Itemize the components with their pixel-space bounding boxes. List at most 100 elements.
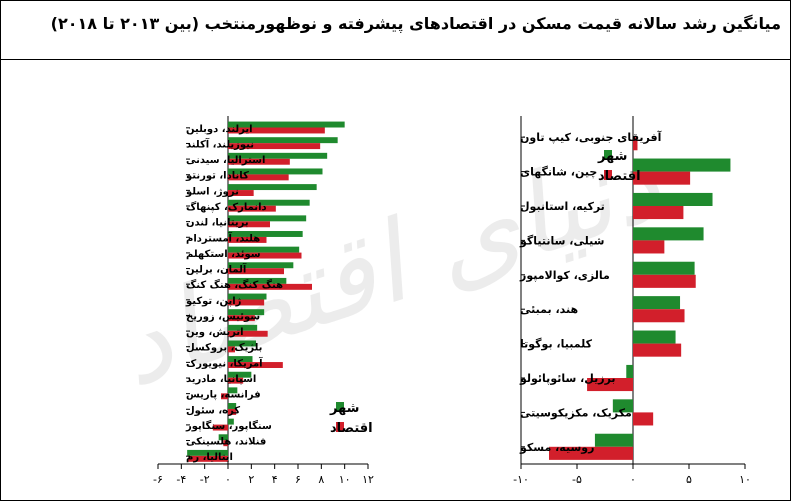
- bar-city: [633, 296, 681, 310]
- bar-economy: [228, 158, 290, 165]
- bar-economy: [228, 174, 289, 181]
- x-tick-label: ۲: [248, 473, 254, 486]
- bar-city: [228, 137, 338, 144]
- bar-city: [633, 192, 713, 206]
- category-label: هلند، آمستردام: [186, 231, 260, 244]
- bar-economy: [549, 446, 633, 460]
- category-label: سنگاپور، سنگاپور: [185, 419, 272, 432]
- category-label: اسپانیا، مادرید: [186, 374, 256, 385]
- bar-economy: [228, 346, 235, 353]
- bar-economy: [228, 283, 312, 290]
- bar-economy: [228, 205, 276, 212]
- bar-city: [633, 227, 704, 241]
- category-label: کلمبیا، بوگوتا: [520, 338, 593, 351]
- legend-swatch-economy: [604, 170, 612, 180]
- bar-economy: [228, 252, 302, 259]
- bar-city: [228, 199, 310, 206]
- category-label: برزیل، سائوپائولو: [519, 372, 616, 385]
- category-label: آمریکا، نیویورک: [186, 356, 263, 369]
- bar-city: [228, 356, 253, 363]
- category-label: بلژیک، بروکسل: [186, 343, 262, 354]
- bar-city: [228, 152, 328, 159]
- bar-economy: [228, 299, 265, 306]
- category-label: فرانسه، پاریس: [186, 390, 261, 401]
- category-label: ایتالیا، رم: [186, 452, 233, 463]
- x-tick-label: -۵: [572, 473, 582, 486]
- bar-city: [228, 387, 238, 394]
- category-label: نروژ، اسلو: [185, 186, 239, 197]
- category-label: سوئیس، زوریخ: [186, 311, 260, 322]
- bar-city: [187, 449, 228, 456]
- bar-economy: [633, 240, 665, 254]
- category-label: چین، شانگهای: [520, 166, 597, 179]
- legend-swatch-city: [604, 150, 612, 160]
- bar-economy: [633, 206, 684, 220]
- x-tick-label: ۶: [295, 473, 301, 486]
- bar-city: [228, 262, 294, 269]
- bar-city: [612, 399, 633, 413]
- bar-economy: [633, 171, 691, 185]
- bar-economy: [228, 330, 268, 337]
- bar-city: [633, 158, 731, 172]
- bar-city: [228, 168, 323, 175]
- legend-label-economy: اقتصاد: [330, 421, 373, 436]
- category-label: آلمان، برلین: [186, 263, 247, 276]
- category-label: مالزی، کوالامپور: [519, 269, 610, 282]
- category-label: فنلاند، هلسینکی: [186, 437, 266, 448]
- legend-swatch-economy: [336, 422, 344, 432]
- bar-economy: [228, 143, 321, 150]
- bar-economy: [228, 408, 237, 415]
- x-tick-label: ۵: [686, 473, 692, 486]
- x-tick-label: -۲: [200, 473, 210, 486]
- legend-swatch-city: [336, 402, 344, 412]
- left-chart-advanced-economies: -۶ -۴ -۲ ۰ ۲ ۴ ۶ ۸ ۱۰ ۱۲ ایرلند، دوبلین نیوزیلند، آ…: [153, 116, 374, 486]
- category-label: نیوزیلند، آکلند: [186, 137, 254, 150]
- bar-city: [228, 418, 234, 425]
- x-tick-label: ۰: [630, 473, 636, 486]
- category-label: سوئد، استکهلم: [186, 249, 261, 260]
- right-chart-emerging-economies: -۱۰ -۵ ۰ ۵ ۱۰ آفریقای جنوبی، کیپ تاون چین، شان…: [513, 116, 751, 486]
- legend-label-city: شهر: [329, 401, 359, 416]
- x-tick-label: ۴: [272, 473, 278, 486]
- bar-economy: [633, 309, 685, 323]
- category-label: آفریقای جنوبی، کیپ تاون: [520, 130, 662, 144]
- bar-city: [228, 340, 256, 347]
- bar-economy: [633, 343, 682, 357]
- category-label: کانادا، تورنتو: [185, 171, 249, 182]
- bar-city: [228, 309, 265, 316]
- bar-economy: [633, 137, 638, 151]
- bar-economy: [223, 440, 228, 447]
- category-label: اتریش، وین: [186, 327, 244, 338]
- bar-economy: [212, 424, 228, 431]
- bar-city: [228, 121, 345, 128]
- bar-city: [228, 277, 287, 284]
- bar-economy: [228, 190, 254, 196]
- bar-economy: [228, 236, 267, 243]
- category-label: ترکیه، استانبول: [520, 200, 605, 213]
- bar-economy: [633, 274, 696, 288]
- bar-city: [228, 293, 267, 300]
- category-label: ایرلند، دوبلین: [186, 124, 253, 135]
- bar-city: [218, 434, 228, 441]
- x-tick-label: -۱۰: [513, 473, 529, 486]
- category-label: دانمارک، کپنهاگ: [186, 200, 267, 213]
- x-tick-label: -۴: [176, 473, 186, 486]
- bar-economy: [228, 315, 255, 322]
- bar-city: [228, 371, 252, 378]
- category-label: هند، بمبئی: [520, 303, 578, 316]
- bar-economy: [228, 127, 325, 134]
- x-tick-label: ۱۰: [339, 473, 351, 486]
- bar-city: [228, 403, 237, 409]
- x-tick-label: ۱۲: [362, 473, 374, 486]
- x-tick-label: ۱۰: [739, 473, 751, 486]
- x-tick-label: ۰: [225, 473, 231, 486]
- bar-economy: [633, 412, 654, 426]
- bar-economy: [228, 268, 284, 275]
- bar-city: [626, 364, 633, 378]
- category-label: روسیه، مسکو: [519, 441, 594, 454]
- bar-city: [228, 231, 303, 237]
- bar-city: [633, 330, 676, 344]
- bar-economy: [587, 378, 633, 392]
- category-label: ژاپن، توکیو: [185, 296, 242, 307]
- legend-label-city: شهر: [597, 149, 627, 164]
